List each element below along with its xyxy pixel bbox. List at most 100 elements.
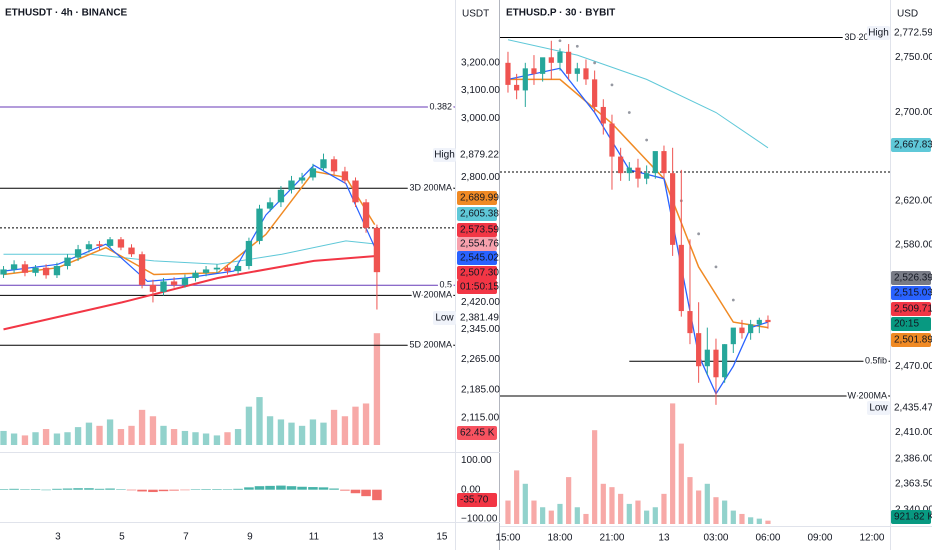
price-tag (457, 426, 497, 440)
candle-body (96, 244, 103, 246)
candle-body (765, 319, 771, 323)
x-tick-label: 15 (436, 532, 448, 543)
oscillator-bar (180, 489, 190, 491)
price-tag (457, 266, 497, 280)
volume-bar (309, 419, 317, 445)
x-tick-label: 21:00 (599, 533, 624, 544)
candle-body (330, 159, 338, 172)
volume-bar (202, 433, 210, 445)
volume-bar (566, 477, 572, 524)
x-tick-label: 7 (183, 532, 189, 543)
candle-body (64, 257, 71, 267)
y-tick-label: 2,580.00 (895, 240, 932, 251)
candle-body (85, 244, 93, 250)
tag-note: High (434, 150, 455, 161)
osc-tick-label: 0.00 (461, 484, 481, 495)
volume-bar (42, 429, 50, 445)
indicator-dot (610, 83, 614, 87)
candle-body (704, 349, 710, 367)
tag-note-box (433, 311, 456, 325)
indicator-dot (627, 111, 631, 114)
volume-bar (704, 483, 710, 524)
x-tick-label: 13 (658, 533, 670, 544)
volume-bar (626, 503, 632, 524)
price-tag-text: 01:50:15 (460, 282, 499, 293)
volume-bar (245, 406, 253, 445)
candle-body (531, 68, 537, 74)
candle-body (21, 264, 29, 273)
y-tick-label: 3,000.00 (461, 113, 500, 124)
level-label: W 200MA (412, 290, 452, 300)
candle-body (696, 333, 702, 367)
oscillator-bar (244, 487, 254, 490)
osc-tick-label: 100.00 (461, 455, 492, 466)
volume-bar (592, 430, 598, 524)
volume-bar (298, 425, 306, 445)
price-tag-text: 2,605.38 (460, 209, 499, 220)
overlay: ETHUSDT · 4h · BINANCE USDT ETHUSD.P · 3… (5, 8, 932, 544)
volume-bar (739, 513, 745, 524)
x-tick-label: 15:00 (495, 533, 520, 544)
price-tag-text: 2,501.89 (894, 335, 932, 346)
volume-bar (106, 419, 114, 445)
candle-body (661, 151, 667, 174)
oscillator-bar (9, 488, 19, 490)
price-tag-text: 2,381.49 (460, 313, 499, 324)
x-tick-label: 5 (119, 532, 125, 543)
price-tag (457, 207, 497, 221)
price-tag-text: 2,509.71 (894, 304, 932, 315)
candle-body (505, 62, 511, 85)
y-tick-label: 2,345.00 (461, 324, 500, 335)
volume-bar (722, 500, 728, 524)
x-tick-label: 3 (55, 532, 61, 543)
candle-body (609, 123, 615, 157)
y-tick-label: 2,115.00 (461, 412, 500, 423)
volume-bar (352, 406, 359, 445)
oscillator-bar (126, 489, 137, 491)
oscillator-bar (329, 488, 339, 490)
oscillator-bar (116, 489, 126, 490)
level-label: 5D 200MA (409, 340, 452, 350)
price-tag (457, 148, 497, 162)
volume-bar (341, 416, 349, 445)
y-tick-label: 3,100.00 (461, 85, 500, 96)
volume-bar (21, 435, 29, 445)
level-label: 0.5 (439, 280, 452, 290)
y-tick-label: 2,363.50 (895, 478, 932, 489)
tag-note: Low (435, 313, 454, 324)
candle-body (202, 269, 210, 273)
y-tick-label: 2,470.00 (895, 361, 932, 372)
volume-bar (765, 520, 771, 524)
price-tag (891, 286, 931, 300)
tag-note-box (867, 26, 890, 40)
candle-body (234, 266, 242, 272)
volume-bar (170, 429, 178, 445)
candle-body (557, 51, 563, 63)
volume-bar (696, 490, 702, 524)
price-tag (457, 280, 497, 294)
candle-body (635, 167, 641, 179)
oscillator-bar (0, 489, 9, 490)
volume-bar (373, 333, 381, 445)
oscillator-bar (222, 489, 233, 490)
volume-bar (557, 503, 563, 524)
y-tick-label: 2,410.00 (895, 427, 932, 438)
volume-bar (213, 435, 221, 445)
price-tag-text: 2,573.59 (460, 225, 499, 236)
oscillator-bar (30, 489, 41, 490)
candle-body (362, 202, 370, 228)
volume-bar (74, 427, 82, 445)
indicator-line (507, 39, 769, 149)
price-tag (891, 333, 931, 347)
volume-bar (10, 433, 18, 445)
oscillator-bar (94, 488, 105, 490)
volume-bar (687, 477, 693, 524)
volume-bar (756, 518, 762, 524)
price-tag (891, 317, 931, 331)
price-tag (891, 401, 931, 415)
volume-bar (574, 507, 580, 524)
level-label: 3D 200MA (409, 183, 452, 193)
volume-bar (661, 493, 667, 524)
indicator-line (3, 164, 379, 283)
